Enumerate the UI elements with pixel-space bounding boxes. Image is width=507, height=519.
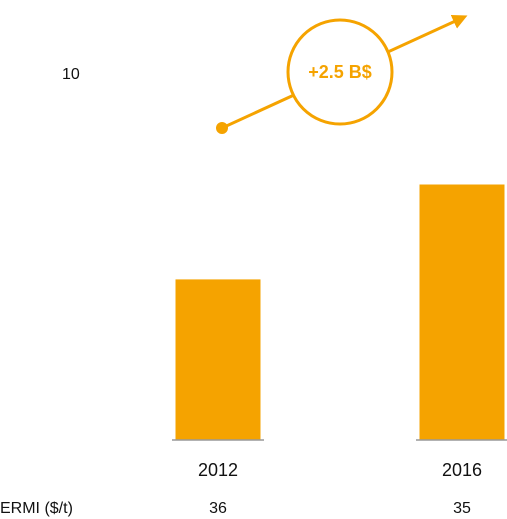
x-tick-label: 2012 <box>198 460 238 480</box>
annotation-circle <box>286 18 394 126</box>
row-value: 35 <box>453 500 471 517</box>
row-value: 36 <box>209 500 227 517</box>
row-label: ERMI ($/t) <box>0 500 73 517</box>
x-tick-label: 2016 <box>442 460 482 480</box>
bar <box>419 184 505 440</box>
bar <box>175 279 261 440</box>
arrow-start <box>216 122 228 134</box>
annotation: +2.5 B$ <box>308 62 372 82</box>
y-tick-label: 10 <box>62 66 80 83</box>
